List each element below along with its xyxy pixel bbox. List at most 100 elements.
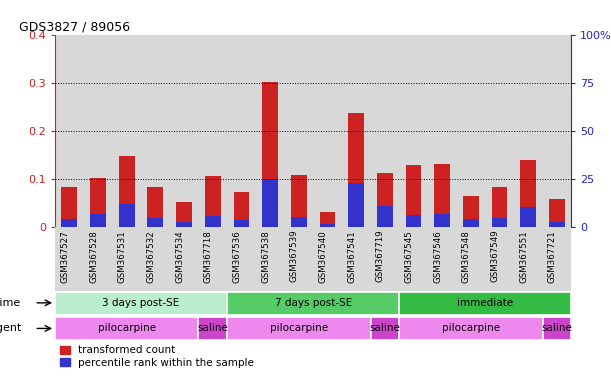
Bar (84, 227, 112, 291)
Bar (370, 35, 399, 227)
Bar (256, 35, 285, 227)
Bar (456, 227, 485, 291)
Bar (320, 224, 335, 227)
Bar (456, 35, 485, 227)
Text: GSM367545: GSM367545 (404, 230, 414, 283)
Bar (342, 35, 370, 227)
Bar (205, 216, 221, 227)
Bar (521, 207, 536, 227)
Bar (112, 227, 141, 291)
Bar (492, 187, 508, 227)
Bar (313, 35, 342, 227)
Bar (227, 292, 399, 315)
Text: GSM367528: GSM367528 (89, 230, 98, 283)
Bar (406, 215, 422, 227)
Text: GSM367549: GSM367549 (491, 230, 500, 282)
Bar (233, 192, 249, 227)
Text: immediate: immediate (457, 298, 513, 308)
Bar (147, 218, 163, 227)
Bar (485, 227, 514, 291)
Bar (406, 165, 422, 227)
Bar (55, 35, 84, 227)
Bar (313, 227, 342, 291)
Bar (119, 156, 134, 227)
Bar (399, 318, 543, 341)
Bar (90, 214, 106, 227)
Text: 3 days post-SE: 3 days post-SE (103, 298, 180, 308)
Bar (463, 219, 479, 227)
Bar (428, 35, 456, 227)
Bar (285, 227, 313, 291)
Text: saline: saline (541, 323, 573, 333)
Text: GSM367548: GSM367548 (462, 230, 471, 283)
Text: GSM367718: GSM367718 (203, 230, 213, 283)
Legend: transformed count, percentile rank within the sample: transformed count, percentile rank withi… (60, 346, 254, 367)
Bar (291, 217, 307, 227)
Bar (170, 35, 199, 227)
Bar (141, 35, 170, 227)
Bar (370, 318, 399, 341)
Text: pilocarpine: pilocarpine (98, 323, 156, 333)
Text: GSM367540: GSM367540 (318, 230, 327, 283)
Bar (514, 35, 543, 227)
Bar (428, 227, 456, 291)
Text: GSM367551: GSM367551 (519, 230, 529, 283)
Bar (434, 164, 450, 227)
Bar (227, 227, 256, 291)
Bar (119, 204, 134, 227)
Bar (348, 184, 364, 227)
Bar (377, 173, 393, 227)
Bar (55, 292, 227, 315)
Bar (141, 227, 170, 291)
Bar (84, 35, 112, 227)
Text: time: time (0, 298, 21, 308)
Bar (262, 179, 278, 227)
Text: GSM367534: GSM367534 (175, 230, 184, 283)
Bar (342, 227, 370, 291)
Bar (170, 227, 199, 291)
Bar (549, 222, 565, 227)
Bar (176, 202, 192, 227)
Bar (399, 35, 428, 227)
Text: GSM367538: GSM367538 (261, 230, 270, 283)
Bar (434, 214, 450, 227)
Bar (227, 318, 370, 341)
Bar (514, 227, 543, 291)
Bar (492, 218, 508, 227)
Bar (399, 227, 428, 291)
Bar (62, 187, 77, 227)
Bar (227, 35, 256, 227)
Bar (399, 292, 571, 315)
Text: pilocarpine: pilocarpine (269, 323, 328, 333)
Bar (377, 207, 393, 227)
Text: GSM367721: GSM367721 (548, 230, 557, 283)
Text: GSM367532: GSM367532 (147, 230, 155, 283)
Bar (543, 227, 571, 291)
Bar (112, 35, 141, 227)
Bar (90, 178, 106, 227)
Bar (62, 219, 77, 227)
Text: GSM367539: GSM367539 (290, 230, 299, 282)
Bar (55, 318, 199, 341)
Text: GSM367541: GSM367541 (347, 230, 356, 283)
Bar (521, 161, 536, 227)
Text: saline: saline (197, 323, 228, 333)
Bar (543, 35, 571, 227)
Bar (55, 227, 84, 291)
Text: saline: saline (370, 323, 400, 333)
Text: agent: agent (0, 323, 21, 333)
Bar (233, 220, 249, 227)
Bar (543, 318, 571, 341)
Bar (370, 227, 399, 291)
Text: pilocarpine: pilocarpine (442, 323, 500, 333)
Text: GSM367531: GSM367531 (118, 230, 126, 283)
Bar (199, 35, 227, 227)
Text: 7 days post-SE: 7 days post-SE (274, 298, 352, 308)
Bar (291, 175, 307, 227)
Bar (147, 187, 163, 227)
Bar (463, 196, 479, 227)
Bar (285, 35, 313, 227)
Text: GDS3827 / 89056: GDS3827 / 89056 (19, 20, 130, 33)
Bar (199, 227, 227, 291)
Text: GSM367527: GSM367527 (60, 230, 69, 283)
